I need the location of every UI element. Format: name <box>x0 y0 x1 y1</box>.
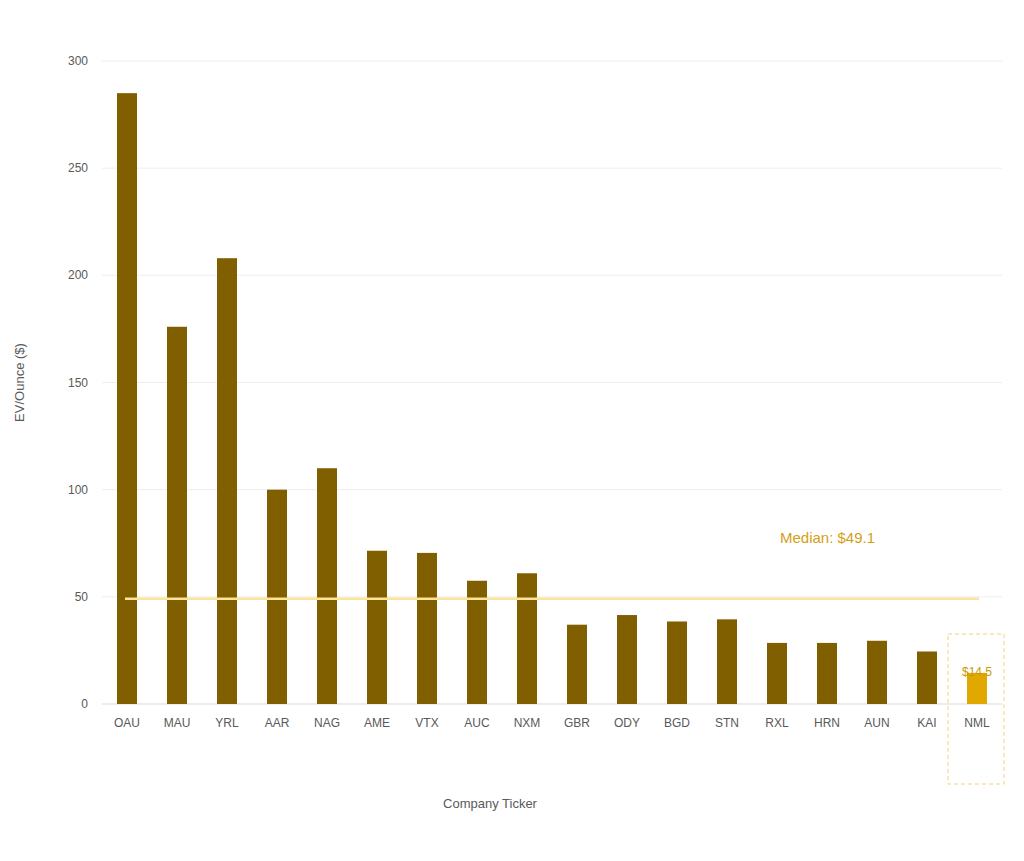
y-axis-title: EV/Ounce ($) <box>12 343 27 422</box>
bar <box>267 490 287 704</box>
grid-line <box>102 168 1002 169</box>
bar <box>417 553 437 704</box>
grid <box>102 61 1002 704</box>
y-tick-label: 50 <box>75 590 89 604</box>
y-tick-label: 300 <box>68 54 88 68</box>
y-tick-label: 250 <box>68 161 88 175</box>
bar <box>217 258 237 704</box>
y-tick-label: 100 <box>68 483 88 497</box>
bar <box>767 643 787 704</box>
bar <box>517 573 537 704</box>
bar <box>817 643 837 704</box>
data-label: $14.5 <box>962 665 992 679</box>
highlight-box <box>948 634 1004 784</box>
bar <box>117 93 137 704</box>
x-tick-label: NXM <box>514 716 541 730</box>
x-tick-label: ODY <box>614 716 640 730</box>
y-tick-label: 0 <box>81 697 88 711</box>
x-tick-label: AUN <box>864 716 889 730</box>
bar <box>317 468 337 704</box>
x-tick-label: RXL <box>765 716 789 730</box>
bar <box>617 615 637 704</box>
x-tick-label: MAU <box>164 716 191 730</box>
bar <box>667 621 687 704</box>
x-tick-label: AME <box>364 716 390 730</box>
median-line <box>125 598 979 601</box>
x-axis-title: Company Ticker <box>443 796 538 811</box>
bar <box>367 551 387 704</box>
x-tick-label: NML <box>964 716 990 730</box>
x-tick-label: BGD <box>664 716 690 730</box>
bar <box>567 625 587 704</box>
y-tick-label: 200 <box>68 268 88 282</box>
chart-container: 0 50 100 150 200 250 300 Median: $49.1 $14.5 OAU M… <box>0 0 1024 861</box>
bar <box>167 327 187 704</box>
grid-line <box>102 61 1002 62</box>
bar <box>717 619 737 704</box>
x-tick-label: VTX <box>415 716 438 730</box>
bars <box>117 93 987 704</box>
x-tick-label: AUC <box>464 716 490 730</box>
y-tick-label: 150 <box>68 376 88 390</box>
x-tick-label: AAR <box>265 716 290 730</box>
x-tick-label: KAI <box>917 716 936 730</box>
x-tick-label: OAU <box>114 716 140 730</box>
bar <box>917 651 937 704</box>
x-tick-label: GBR <box>564 716 590 730</box>
x-tick-label: STN <box>715 716 739 730</box>
median-label: Median: $49.1 <box>780 529 875 546</box>
x-tick-label: HRN <box>814 716 840 730</box>
chart-svg: 0 50 100 150 200 250 300 Median: $49.1 $14.5 OAU M… <box>0 0 1024 861</box>
x-tick-label: NAG <box>314 716 340 730</box>
bar <box>867 641 887 704</box>
x-tick-label: YRL <box>215 716 239 730</box>
